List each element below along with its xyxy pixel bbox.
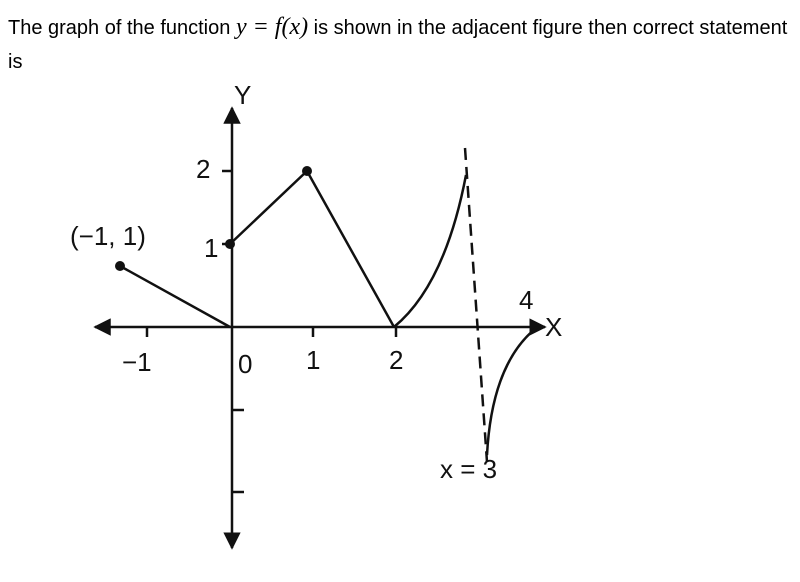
x-tick-label: 1 (306, 345, 320, 375)
asymptote-label: x = 3 (440, 454, 497, 484)
point (115, 261, 125, 271)
question: The graph of the function y = f(x) is sh… (8, 10, 798, 79)
graph-segment (229, 168, 396, 328)
point (225, 239, 235, 249)
graph-segment (119, 264, 231, 329)
x-tick-label: 4 (519, 285, 533, 315)
ticks (145, 169, 398, 494)
question-text: is shown in the adjacent figure then cor… (8, 17, 788, 73)
x-tick-label: 2 (389, 345, 403, 375)
graph-curve (485, 323, 541, 456)
y-tick-label: 2 (196, 154, 210, 184)
point (302, 166, 312, 176)
y-tick-label: 1 (204, 233, 218, 263)
graph-curve (393, 174, 468, 328)
y-axis-label: Y (234, 80, 251, 110)
point-label: (−1, 1) (70, 221, 146, 251)
x-tick-label: −1 (122, 347, 152, 377)
x-tick-label: 0 (238, 349, 252, 379)
asymptote (463, 147, 489, 463)
question-text: The graph of the function (8, 17, 236, 39)
question-math: y = f(x) (235, 14, 309, 40)
x-axis-label: X (545, 312, 562, 342)
